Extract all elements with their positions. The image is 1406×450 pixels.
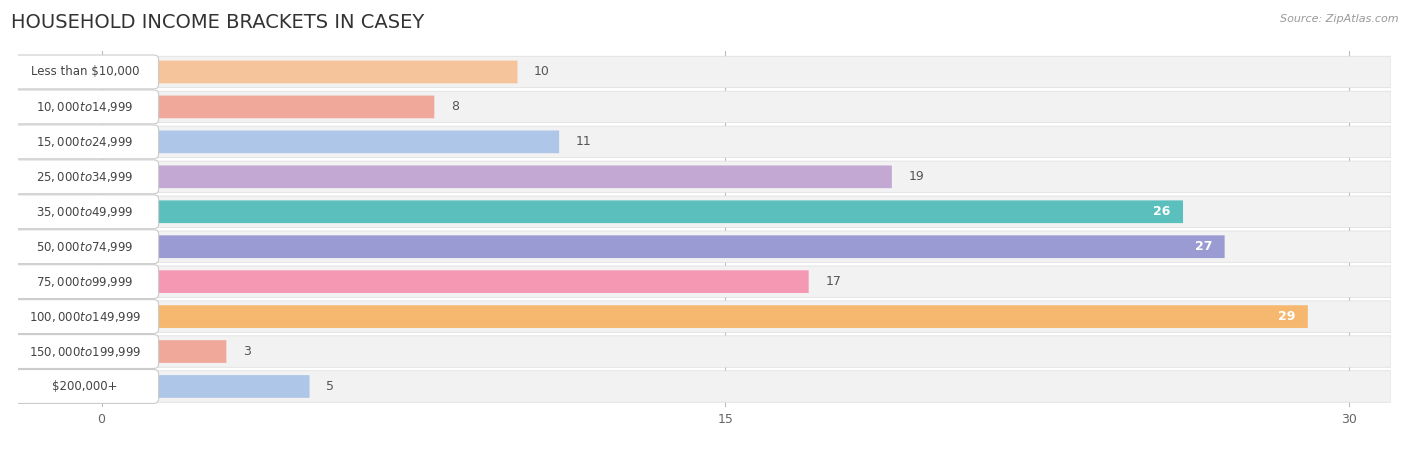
- Text: $100,000 to $149,999: $100,000 to $149,999: [28, 310, 141, 324]
- Text: $25,000 to $34,999: $25,000 to $34,999: [37, 170, 134, 184]
- Text: $10,000 to $14,999: $10,000 to $14,999: [37, 100, 134, 114]
- FancyBboxPatch shape: [18, 56, 1391, 88]
- FancyBboxPatch shape: [18, 130, 560, 153]
- Text: Source: ZipAtlas.com: Source: ZipAtlas.com: [1281, 14, 1399, 23]
- FancyBboxPatch shape: [11, 300, 159, 333]
- FancyBboxPatch shape: [18, 270, 808, 293]
- Text: $35,000 to $49,999: $35,000 to $49,999: [37, 205, 134, 219]
- Text: Less than $10,000: Less than $10,000: [31, 65, 139, 78]
- Text: 5: 5: [326, 380, 335, 393]
- Text: $15,000 to $24,999: $15,000 to $24,999: [37, 135, 134, 149]
- Text: 19: 19: [908, 170, 924, 183]
- FancyBboxPatch shape: [18, 231, 1391, 262]
- Text: 11: 11: [575, 135, 592, 148]
- Text: $150,000 to $199,999: $150,000 to $199,999: [28, 345, 141, 359]
- FancyBboxPatch shape: [11, 90, 159, 124]
- Text: $50,000 to $74,999: $50,000 to $74,999: [37, 240, 134, 254]
- FancyBboxPatch shape: [18, 371, 1391, 402]
- FancyBboxPatch shape: [11, 125, 159, 159]
- FancyBboxPatch shape: [11, 230, 159, 264]
- FancyBboxPatch shape: [18, 196, 1391, 227]
- FancyBboxPatch shape: [18, 340, 226, 363]
- FancyBboxPatch shape: [18, 166, 891, 188]
- Text: 29: 29: [1278, 310, 1295, 323]
- FancyBboxPatch shape: [18, 375, 309, 398]
- FancyBboxPatch shape: [11, 335, 159, 369]
- FancyBboxPatch shape: [18, 91, 1391, 123]
- FancyBboxPatch shape: [18, 336, 1391, 367]
- FancyBboxPatch shape: [18, 61, 517, 83]
- Text: 8: 8: [451, 100, 458, 113]
- Text: 3: 3: [243, 345, 250, 358]
- FancyBboxPatch shape: [18, 95, 434, 118]
- FancyBboxPatch shape: [18, 161, 1391, 193]
- FancyBboxPatch shape: [11, 265, 159, 299]
- FancyBboxPatch shape: [11, 195, 159, 229]
- Text: 10: 10: [534, 65, 550, 78]
- FancyBboxPatch shape: [11, 160, 159, 194]
- FancyBboxPatch shape: [11, 369, 159, 404]
- Text: 17: 17: [825, 275, 841, 288]
- Text: 26: 26: [1153, 205, 1171, 218]
- FancyBboxPatch shape: [18, 266, 1391, 297]
- Text: HOUSEHOLD INCOME BRACKETS IN CASEY: HOUSEHOLD INCOME BRACKETS IN CASEY: [11, 14, 425, 32]
- FancyBboxPatch shape: [11, 55, 159, 89]
- FancyBboxPatch shape: [18, 126, 1391, 158]
- FancyBboxPatch shape: [18, 200, 1182, 223]
- FancyBboxPatch shape: [18, 305, 1308, 328]
- FancyBboxPatch shape: [18, 301, 1391, 332]
- Text: 27: 27: [1195, 240, 1212, 253]
- FancyBboxPatch shape: [18, 235, 1225, 258]
- Text: $200,000+: $200,000+: [52, 380, 118, 393]
- Text: $75,000 to $99,999: $75,000 to $99,999: [37, 274, 134, 288]
